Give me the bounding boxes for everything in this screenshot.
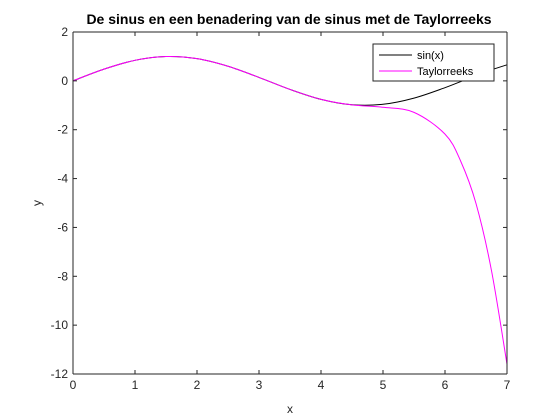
x-tick-label: 7	[504, 378, 511, 392]
x-tick-label: 5	[380, 378, 387, 392]
x-tick-label: 2	[194, 378, 201, 392]
y-tick-label: 0	[61, 74, 68, 88]
y-tick-label: 2	[61, 25, 68, 39]
y-tick-label: -8	[57, 269, 68, 283]
y-tick-label: -6	[57, 220, 68, 234]
x-tick-label: 0	[70, 378, 77, 392]
y-tick-label: -4	[57, 172, 68, 186]
y-tick-label: -12	[51, 367, 69, 381]
y-tick-label: -10	[51, 318, 69, 332]
legend-label-taylorreeks: Taylorreeks	[417, 66, 474, 78]
chart-title: De sinus en een benadering van de sinus …	[86, 11, 491, 27]
x-tick-label: 4	[318, 378, 325, 392]
legend-label-sin: sin(x)	[417, 50, 444, 62]
x-tick-label: 3	[256, 378, 263, 392]
x-axis-label: x	[287, 402, 293, 416]
y-axis-label: y	[30, 200, 44, 206]
legend: sin(x) Taylorreeks	[372, 43, 495, 82]
x-tick-label: 1	[132, 378, 139, 392]
axes-frame	[72, 31, 508, 375]
x-tick-label: 6	[442, 378, 449, 392]
y-tick-label: -2	[57, 123, 68, 137]
plot-area	[73, 32, 507, 374]
legend-box	[372, 43, 495, 82]
ticks-layer: 0 1 2 3 4 5 6 7 2 0 -2 -4 -6 -8 -10 -12	[51, 25, 511, 392]
series-line-taylorreeks	[72, 55, 508, 365]
